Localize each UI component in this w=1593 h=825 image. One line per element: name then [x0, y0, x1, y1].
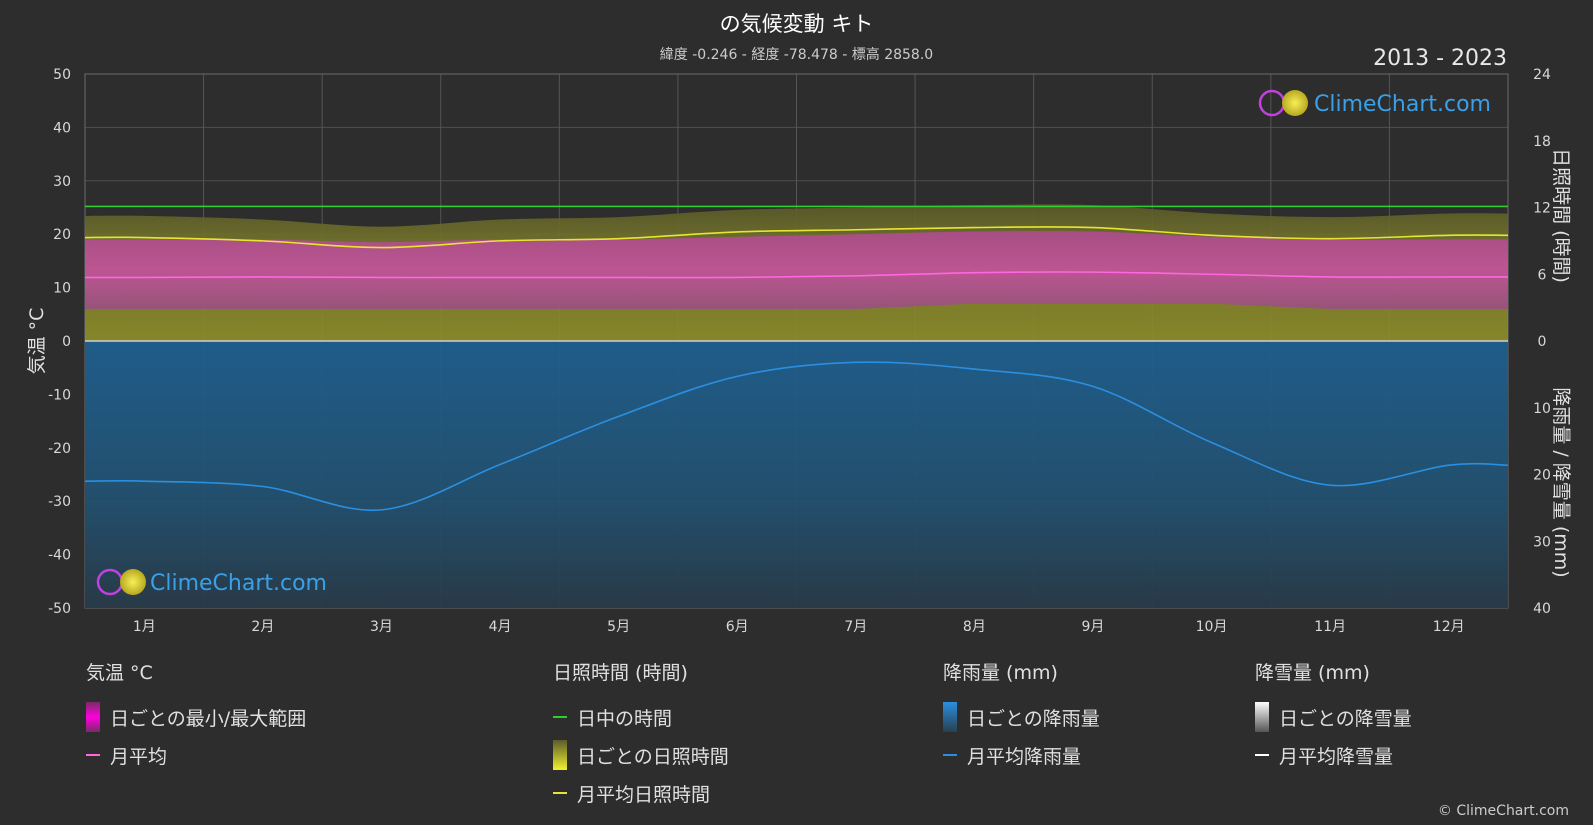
y-right-rain-tick-label: 30	[1533, 534, 1551, 550]
chart-subtitle: 緯度 -0.246 - 経度 -78.478 - 標高 2858.0	[659, 47, 934, 63]
y-right-rain-tick-label: 10	[1533, 401, 1551, 417]
sunshine-swatch	[553, 740, 567, 770]
x-tick-label: 12月	[1433, 619, 1465, 635]
x-tick-label: 9月	[1081, 619, 1104, 635]
legend-temperature: 気温 °C 日ごとの最小/最大範囲 月平均	[86, 660, 306, 774]
legend-rain: 降雨量 (mm) 日ごとの降雨量 月平均降雨量	[943, 660, 1100, 774]
temp-avg-swatch	[86, 754, 100, 756]
snow-swatch	[1255, 702, 1269, 732]
watermark-bottom: ClimeChart.com	[96, 568, 327, 596]
y-right-rain-axis-title: 降雨量 / 降雪量 (mm)	[1550, 387, 1572, 577]
legend-snow-title: 降雪量 (mm)	[1255, 662, 1370, 684]
rain-avg-swatch	[943, 754, 957, 756]
y-left-axis-title: 気温 °C	[26, 308, 48, 375]
logo-ring-icon	[1258, 89, 1286, 117]
legend-item: 日中の時間	[577, 707, 673, 730]
rain-avg-line	[84, 361, 1509, 512]
temperature-range-band	[85, 231, 1508, 309]
snow-avg-swatch	[1255, 754, 1269, 756]
chart-axes: 50 40 30 20 10 0 -10 -20 -30 -40 -50 24 18 12 6 0 10 20 30…	[26, 67, 1572, 635]
y-right-sun-axis-title: 日照時間 (時間)	[1550, 148, 1572, 283]
y-right-rain-tick-label: 40	[1533, 601, 1551, 617]
temp-avg-line	[84, 271, 1508, 279]
watermark-text: ClimeChart.com	[1314, 92, 1491, 117]
legend-sunshine: 日照時間 (時間) 日中の時間 日ごとの日照時間 月平均日照時間	[553, 660, 729, 812]
x-tick-label: 5月	[607, 619, 630, 635]
y-left-tick-label: -10	[48, 387, 71, 403]
logo-sun-icon	[120, 569, 146, 595]
legend-snow: 降雪量 (mm) 日ごとの降雪量 月平均降雪量	[1255, 660, 1412, 774]
x-tick-label: 7月	[844, 619, 867, 635]
legend-item: 日ごとの最小/最大範囲	[110, 707, 307, 730]
logo-sun-icon	[1282, 90, 1308, 116]
y-right-sun-tick-label: 0	[1538, 334, 1547, 350]
legend-item: 月平均降雪量	[1279, 745, 1394, 768]
x-tick-label: 11月	[1314, 619, 1346, 635]
x-tick-label: 3月	[370, 619, 393, 635]
daylight-swatch	[553, 716, 567, 718]
y-right-sun-tick-label: 24	[1533, 67, 1551, 83]
sunshine-avg-line	[84, 226, 1509, 249]
y-left-tick-label: -50	[48, 601, 71, 617]
chart-areas	[85, 204, 1508, 608]
temp-range-swatch	[86, 702, 100, 732]
y-left-tick-label: 20	[53, 227, 71, 243]
y-right-sun-tick-label: 18	[1533, 134, 1551, 150]
legend-temperature-title: 気温 °C	[86, 662, 153, 684]
legend-item: 日ごとの降雨量	[967, 707, 1100, 730]
legend-rain-title: 降雨量 (mm)	[943, 662, 1058, 684]
series-lines	[84, 205, 1509, 512]
x-tick-label: 4月	[489, 619, 512, 635]
y-left-tick-label: 50	[53, 67, 71, 83]
y-left-tick-label: 10	[53, 281, 71, 297]
legend-item: 日ごとの降雪量	[1279, 707, 1412, 730]
y-left-tick-label: -40	[48, 548, 71, 564]
copyright: © ClimeChart.com	[1437, 803, 1569, 819]
year-range: 2013 - 2023	[1373, 46, 1507, 71]
watermark-top: ClimeChart.com	[1258, 89, 1491, 117]
x-tick-label: 8月	[963, 619, 986, 635]
y-right-sun-tick-label: 12	[1533, 201, 1551, 217]
legend-item: 月平均	[110, 745, 168, 768]
y-left-tick-label: 30	[53, 174, 71, 190]
legend-item: 日ごとの日照時間	[577, 745, 729, 768]
watermark-text: ClimeChart.com	[150, 571, 327, 596]
x-tick-label: 2月	[251, 619, 274, 635]
legend-sunshine-title: 日照時間 (時間)	[553, 662, 688, 684]
y-left-tick-label: -30	[48, 494, 71, 510]
x-tick-label: 10月	[1196, 619, 1228, 635]
rain-swatch	[943, 702, 957, 732]
x-tick-label: 6月	[726, 619, 749, 635]
legend-item: 月平均降雨量	[967, 745, 1082, 768]
y-left-tick-label: 40	[53, 120, 71, 136]
y-right-sun-tick-label: 6	[1538, 267, 1547, 283]
y-left-tick-label: 0	[62, 334, 71, 350]
sunshine-avg-swatch	[553, 792, 567, 794]
y-left-tick-label: -20	[48, 441, 71, 457]
legend-item: 月平均日照時間	[577, 783, 711, 806]
y-right-rain-tick-label: 20	[1533, 468, 1551, 484]
x-tick-label: 1月	[133, 619, 156, 635]
chart-title: の気候変動 キト	[719, 12, 874, 36]
daily-rain-area	[85, 341, 1508, 608]
